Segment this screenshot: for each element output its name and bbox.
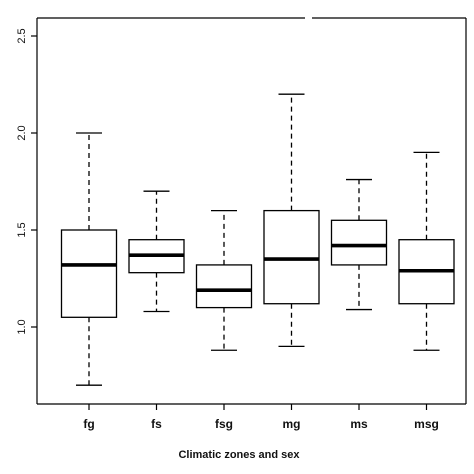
box-fsg	[195, 209, 253, 351]
x-axis-label: Climatic zones and sex	[178, 449, 300, 461]
x-tick-label: fg	[83, 417, 94, 431]
iqr-box	[263, 209, 320, 305]
y-axis: 1.0 1.5 2.0 2.5	[16, 28, 37, 335]
x-axis: fg fs fsg mg ms msg	[83, 404, 439, 431]
box-mg	[263, 93, 320, 348]
y-tick-label: 1.0	[16, 319, 28, 334]
x-tick-label: ms	[350, 417, 368, 431]
x-tick-label: msg	[414, 417, 439, 431]
iqr-box	[60, 229, 118, 318]
x-tick-label: mg	[283, 417, 301, 431]
box-msg	[398, 151, 455, 351]
box-fs	[128, 190, 185, 313]
iqr-box	[330, 219, 388, 266]
box-fg	[60, 132, 118, 386]
x-tick-label: fs	[151, 417, 162, 431]
boxes-layer	[60, 93, 455, 386]
iqr-box	[195, 264, 253, 309]
y-tick-label: 1.5	[16, 222, 28, 237]
x-tick-label: fsg	[215, 417, 233, 431]
y-tick-label: 2.5	[16, 28, 28, 43]
y-tick-label: 2.0	[16, 125, 28, 140]
box-ms	[330, 178, 388, 311]
plot-frame	[36, 17, 467, 405]
